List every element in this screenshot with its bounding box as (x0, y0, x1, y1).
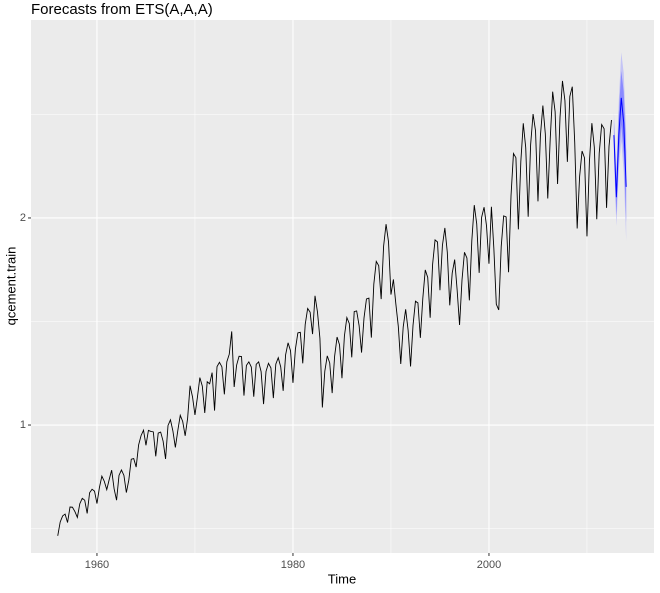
plot-panel (31, 20, 654, 553)
x-tick-label: 1960 (85, 559, 109, 571)
y-tick-label: 1 (20, 419, 26, 431)
data-line (57, 80, 612, 536)
y-tick-label: 2 (20, 212, 26, 224)
forecast-line (613, 97, 627, 198)
x-axis-title: Time (328, 571, 356, 586)
x-tick-label: 2000 (477, 559, 501, 571)
y-axis-title: qcement.train (3, 247, 18, 326)
chart-title: Forecasts from ETS(A,A,A) (31, 1, 213, 18)
x-tick-label: 1980 (281, 559, 305, 571)
